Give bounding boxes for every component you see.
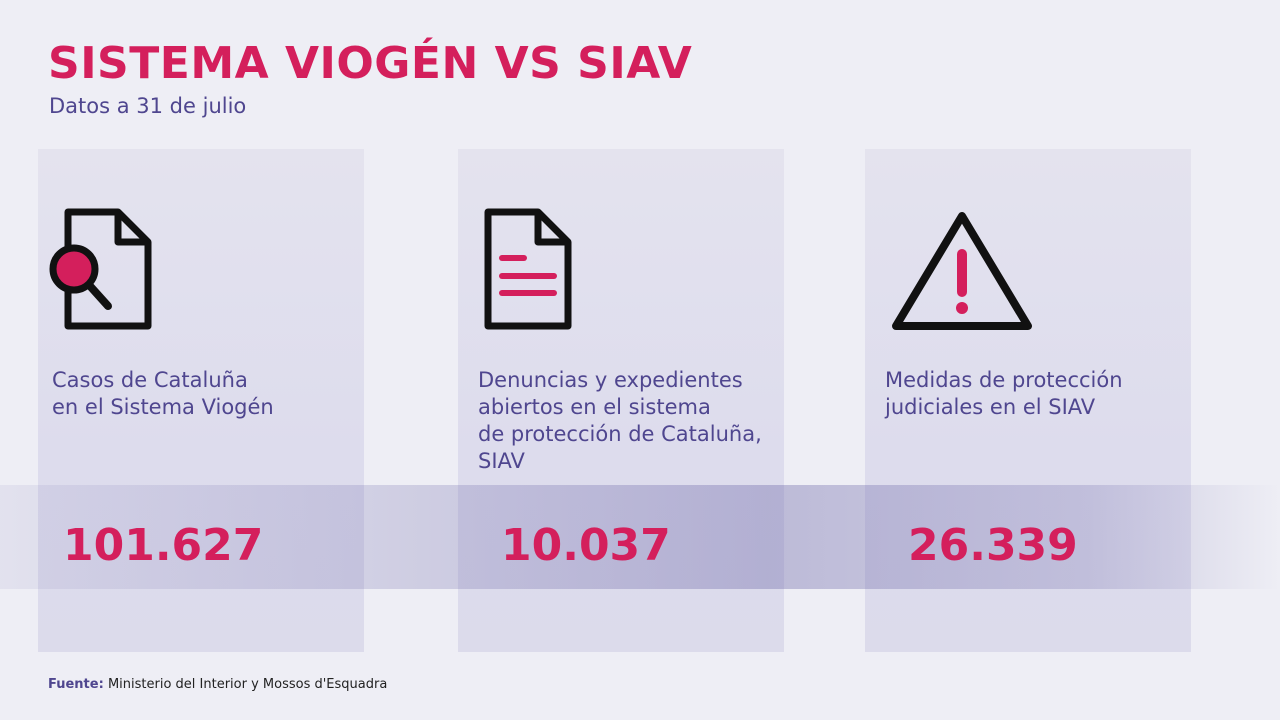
- source-text: Ministerio del Interior y Mossos d'Esqua…: [107, 677, 388, 692]
- card-siav-denuncias: [458, 149, 784, 652]
- card-label-siav-medidas: Medidas de protección judiciales en el S…: [885, 368, 1123, 419]
- document-icon: [484, 208, 572, 330]
- source-label: Fuente:: [48, 677, 104, 692]
- card-value-siav-medidas: 26.339: [908, 520, 1078, 571]
- page-subtitle: Datos a 31 de julio: [49, 94, 247, 118]
- card-value-siav-denuncias: 10.037: [501, 520, 671, 571]
- card-label-viogen: Casos de Cataluña en el Sistema Viogén: [52, 368, 274, 419]
- card-label-siav-denuncias: Denuncias y expedientes abiertos en el s…: [478, 368, 762, 473]
- warning-icon: [892, 212, 1032, 330]
- card-viogen: [38, 149, 364, 652]
- page-title: SISTEMA VIOGÉN VS SIAV: [48, 38, 693, 89]
- document-search-icon: [49, 208, 152, 330]
- card-siav-medidas: [865, 149, 1191, 652]
- source-note: Fuente: Ministerio del Interior y Mossos…: [48, 677, 387, 692]
- values-band: [0, 485, 1280, 589]
- card-value-viogen: 101.627: [63, 520, 264, 571]
